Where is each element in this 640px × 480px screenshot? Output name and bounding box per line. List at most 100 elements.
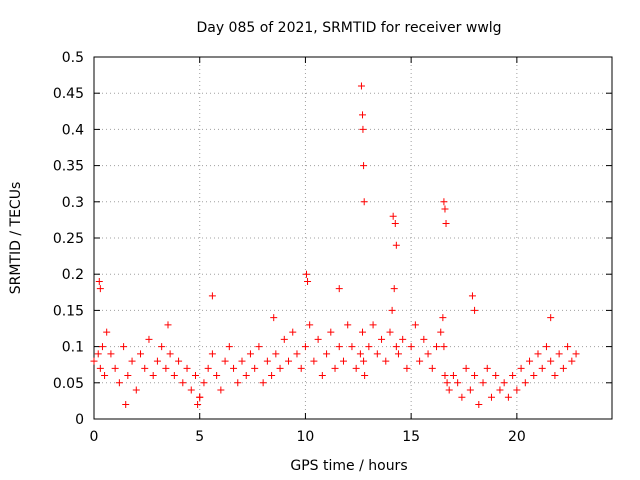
axis-ticks: 0 5 10 15 20 0 0.05 0.1 0.15 0.2 0.25 0.3 0.35 0.4 0.4… [53, 50, 612, 445]
data-point [217, 386, 225, 394]
chart-title: Day 085 of 2021, SRMTID for receiver wwl… [196, 20, 501, 36]
data-point [437, 328, 445, 336]
data-point [242, 372, 250, 380]
x-tick-label: 5 [195, 429, 204, 445]
data-point [128, 357, 136, 365]
data-point [213, 372, 221, 380]
data-point [538, 364, 546, 372]
y-tick-label: 0.3 [62, 195, 84, 211]
data-point [259, 379, 267, 387]
data-point [424, 350, 432, 358]
data-point [344, 321, 352, 329]
data-point [301, 343, 309, 351]
data-point [439, 314, 447, 322]
data-point [318, 372, 326, 380]
data-point [492, 372, 500, 380]
data-point [339, 357, 347, 365]
data-point [111, 364, 119, 372]
data-point [357, 82, 365, 90]
y-axis-label: SRMTID / TECUs [8, 182, 24, 295]
data-point [263, 357, 271, 365]
data-point [255, 343, 263, 351]
data-point [420, 335, 428, 343]
data-point [124, 372, 132, 380]
data-point [162, 364, 170, 372]
data-point [394, 350, 402, 358]
data-point [331, 364, 339, 372]
data-point [293, 350, 301, 358]
data-point [166, 350, 174, 358]
data-point [137, 350, 145, 358]
data-point [149, 372, 157, 380]
data-point [365, 343, 373, 351]
x-tick-label: 10 [297, 429, 315, 445]
data-point [360, 162, 368, 170]
data-point [441, 205, 449, 213]
data-point [246, 350, 254, 358]
data-point [310, 357, 318, 365]
data-point [194, 401, 202, 409]
data-point [115, 379, 123, 387]
data-point [95, 277, 103, 285]
y-tick-label: 0.35 [53, 159, 84, 175]
data-point [416, 357, 424, 365]
data-point [442, 220, 450, 228]
data-point [297, 364, 305, 372]
data-point [361, 372, 369, 380]
y-tick-label: 0.25 [53, 231, 84, 247]
data-point [164, 321, 172, 329]
data-point [96, 285, 104, 293]
data-point [547, 357, 555, 365]
data-point [270, 314, 278, 322]
data-points [90, 82, 580, 409]
data-point [521, 379, 529, 387]
data-point [208, 350, 216, 358]
y-tick-label: 0.2 [62, 267, 84, 283]
data-point [352, 364, 360, 372]
data-point [175, 357, 183, 365]
data-point [272, 350, 280, 358]
data-point [504, 393, 512, 401]
data-point [509, 372, 517, 380]
data-point [276, 364, 284, 372]
data-point [335, 343, 343, 351]
data-point [359, 328, 367, 336]
grid [94, 57, 612, 419]
data-point [359, 111, 367, 119]
data-point [132, 386, 140, 394]
data-point [90, 357, 98, 365]
data-point [170, 372, 178, 380]
data-point [479, 379, 487, 387]
data-point [107, 350, 115, 358]
data-point [542, 343, 550, 351]
x-tick-label: 20 [508, 429, 526, 445]
data-point [187, 386, 195, 394]
data-point [547, 314, 555, 322]
data-point [513, 386, 521, 394]
data-point [179, 379, 187, 387]
data-point [96, 364, 104, 372]
data-point [225, 343, 233, 351]
data-point [158, 343, 166, 351]
data-point [440, 343, 448, 351]
data-point [122, 401, 130, 409]
data-point [335, 285, 343, 293]
data-point [399, 335, 407, 343]
data-point [471, 372, 479, 380]
data-point [304, 277, 312, 285]
y-tick-label: 0.4 [62, 122, 84, 138]
data-point [449, 372, 457, 380]
data-point [382, 357, 390, 365]
data-point [471, 306, 479, 314]
data-point [458, 393, 466, 401]
y-tick-label: 0.45 [53, 86, 84, 102]
data-point [390, 285, 398, 293]
data-point [221, 357, 229, 365]
x-tick-label: 0 [90, 429, 99, 445]
data-point [200, 379, 208, 387]
data-point [407, 343, 415, 351]
data-point [572, 350, 580, 358]
data-point [289, 328, 297, 336]
data-point [145, 335, 153, 343]
data-point [388, 306, 396, 314]
